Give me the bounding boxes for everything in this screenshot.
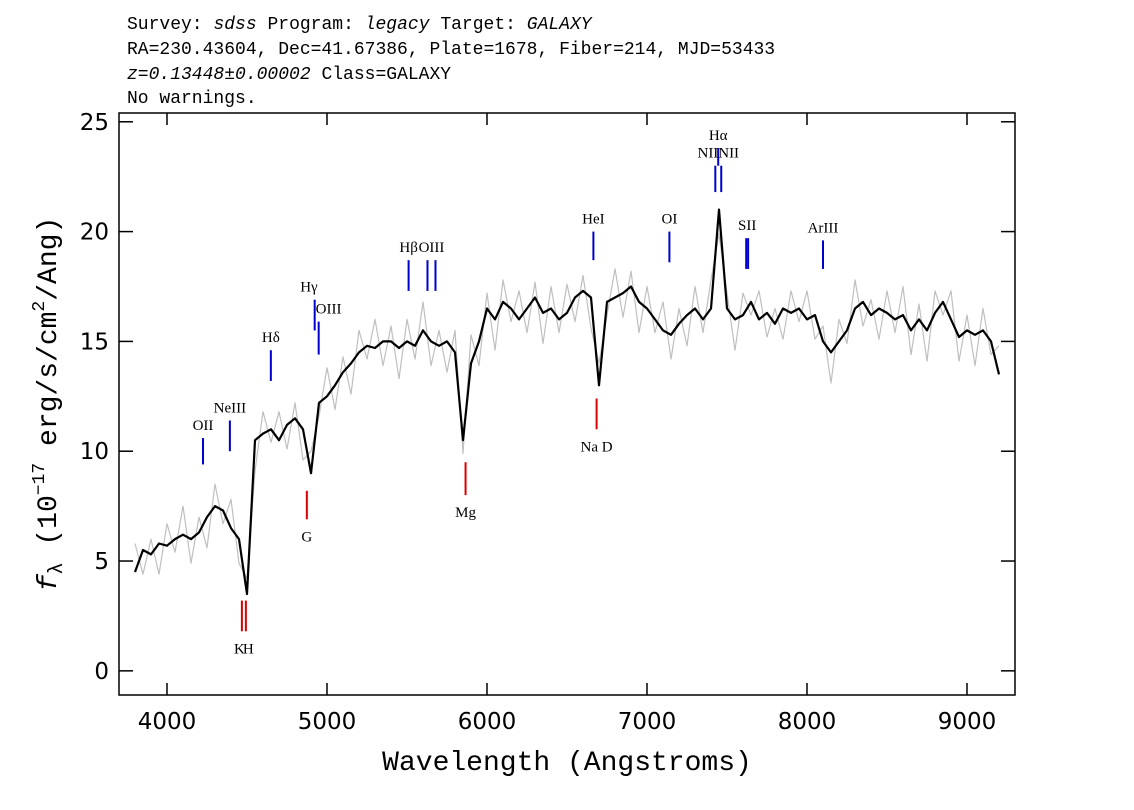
emission-label: OIII: [316, 302, 342, 318]
emission-label: SII: [738, 218, 756, 234]
emission-label: OII: [193, 418, 214, 434]
absorption-label: Na D: [581, 439, 613, 455]
y-axis-title: fλ (10−17 erg/s/cm2/Ang): [30, 217, 69, 592]
y-tick-label: 25: [80, 110, 109, 136]
header-line: Survey: sdss Program: legacy Target: GAL…: [127, 15, 593, 35]
x-tick-label: 7000: [618, 709, 677, 735]
emission-label: Hγ: [300, 280, 318, 296]
spectrum-line: [134, 233, 1000, 580]
x-tick-label: 8000: [778, 709, 837, 735]
header-text: Class=GALAXY: [321, 65, 451, 85]
header-text: GALAXY: [527, 15, 593, 35]
y-title-part: 2: [30, 301, 50, 312]
emission-label: Hδ: [262, 330, 280, 346]
emission-label: OI: [661, 212, 677, 228]
absorption-label: K: [234, 641, 245, 657]
emission-label: NeIII: [214, 400, 246, 416]
y-tick-label: 0: [94, 659, 109, 685]
plot-frame: [118, 112, 1016, 696]
header-text: Target:: [440, 15, 516, 35]
y-tick-label: 20: [80, 220, 109, 246]
y-title-part: erg/s/cm: [34, 312, 65, 446]
spectrum-line: [133, 208, 1001, 596]
header-text: z=0.13448±0.00002: [127, 65, 311, 85]
header-line: No warnings.: [127, 89, 257, 109]
absorption-label: G: [301, 529, 312, 545]
header-text: legacy: [365, 15, 431, 35]
x-axis-title: Wavelength (Angstroms): [382, 748, 752, 779]
emission-label: Hα: [709, 128, 728, 144]
y-title-part: f: [34, 573, 65, 591]
header-text: Survey:: [127, 15, 203, 35]
x-tick-label: 4000: [138, 709, 197, 735]
x-tick-label: 5000: [298, 709, 357, 735]
emission-label: ArIII: [808, 220, 839, 236]
absorption-label: Mg: [455, 505, 476, 521]
emission-label: Hβ: [399, 240, 417, 256]
y-title-part: (10: [34, 495, 65, 545]
y-tick-label: 15: [80, 329, 109, 355]
y-tick-label: 10: [80, 439, 109, 465]
x-tick-label: 6000: [458, 709, 517, 735]
emission-label: HeI: [582, 212, 605, 228]
header-line: z=0.13448±0.00002 Class=GALAXY: [127, 65, 451, 85]
emission-label: OIII: [419, 240, 445, 256]
x-tick-label: 9000: [938, 709, 997, 735]
y-title-part: λ: [46, 562, 69, 574]
y-title-part: /Ang): [34, 217, 65, 301]
emission-label: NII: [697, 146, 718, 162]
emission-label: NII: [718, 146, 739, 162]
absorption-label: H: [243, 641, 254, 657]
y-title-part: −17: [30, 463, 50, 495]
header-line: RA=230.43604, Dec=41.67386, Plate=1678, …: [127, 40, 775, 60]
header-text: sdss: [213, 15, 256, 35]
header-text: Program:: [267, 15, 353, 35]
y-tick-label: 5: [94, 549, 109, 575]
